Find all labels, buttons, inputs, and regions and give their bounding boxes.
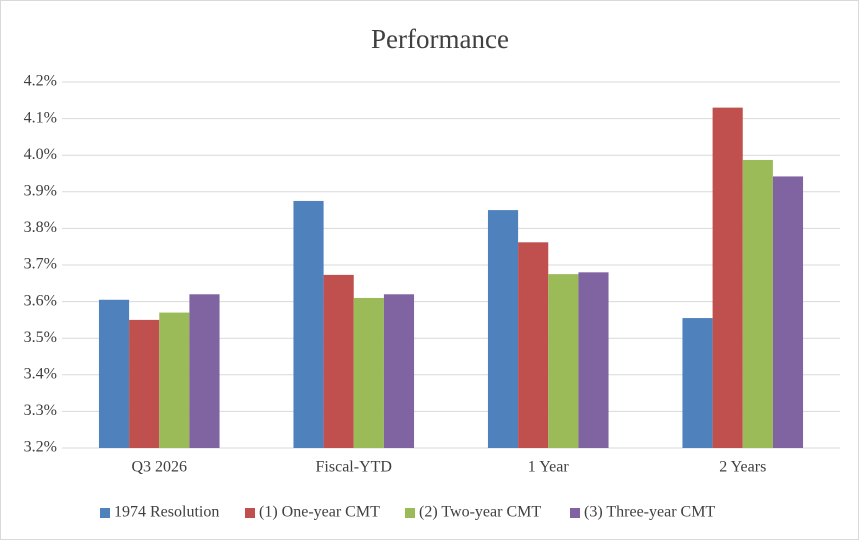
- bar: [742, 159, 773, 448]
- y-tick-label: 3.7%: [24, 256, 57, 273]
- y-tick-label: 3.5%: [24, 329, 57, 346]
- bar: [383, 294, 415, 448]
- bar: [548, 274, 579, 448]
- bar: [712, 107, 743, 449]
- legend-swatch: [570, 508, 580, 518]
- y-tick-label: 4.1%: [24, 109, 57, 126]
- y-tick-label: 3.4%: [24, 365, 57, 382]
- legend-label: (1) One-year CMT: [259, 504, 380, 521]
- x-tick-label: 1 Year: [528, 459, 570, 476]
- bar: [578, 272, 609, 448]
- x-tick-label: Q3 2026: [131, 459, 187, 476]
- y-tick-label: 3.2%: [24, 439, 57, 456]
- y-tick-label: 3.8%: [24, 219, 57, 236]
- y-tick-label: 4.2%: [24, 73, 57, 90]
- legend-swatch: [245, 508, 255, 518]
- bar: [98, 299, 130, 448]
- y-tick-label: 3.9%: [24, 182, 57, 199]
- legend-label: (2) Two-year CMT: [419, 504, 541, 521]
- y-tick-label: 3.6%: [24, 292, 57, 309]
- x-tick-label: Fiscal-YTD: [316, 459, 392, 476]
- bar: [323, 274, 354, 448]
- y-tick-label: 4.0%: [24, 146, 57, 163]
- legend-swatch: [405, 508, 415, 518]
- legend-swatch: [100, 508, 110, 518]
- legend-label: (3) Three-year CMT: [584, 504, 715, 521]
- y-tick-label: 3.3%: [24, 402, 57, 419]
- legend-label: 1974 Resolution: [114, 504, 219, 521]
- bar: [772, 176, 804, 449]
- bar: [682, 318, 713, 448]
- bar: [159, 312, 190, 448]
- bar: [518, 242, 549, 448]
- bar: [189, 294, 220, 448]
- x-tick-label: 2 Years: [719, 459, 766, 476]
- bar: [487, 210, 519, 448]
- bar: [129, 319, 160, 448]
- chart-title: Performance: [371, 24, 509, 54]
- bar: [293, 200, 324, 448]
- bar: [353, 297, 384, 448]
